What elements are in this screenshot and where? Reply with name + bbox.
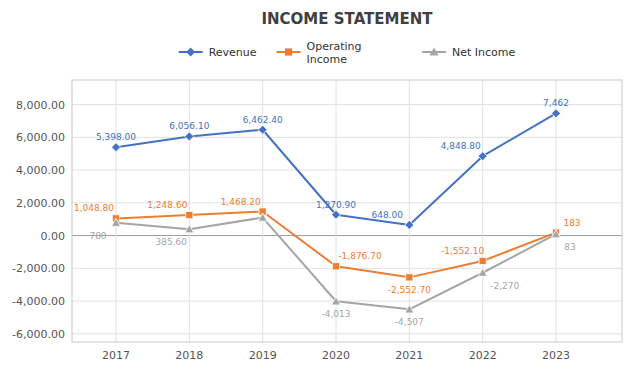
marker xyxy=(552,109,561,118)
grid-line xyxy=(72,104,622,105)
legend-item: Net Income xyxy=(422,46,516,59)
marker xyxy=(258,125,267,134)
grid-line xyxy=(72,301,622,302)
grid-line xyxy=(409,80,410,342)
marker xyxy=(258,213,267,221)
title: INCOME STATEMENT xyxy=(261,10,433,28)
chart: INCOME STATEMENT -6,000.00 -4,000.00 -2,000… xyxy=(0,0,640,376)
x-tick-label: 2021 xyxy=(395,349,423,362)
data-label: 4,848.80 xyxy=(441,141,481,151)
marker xyxy=(478,268,487,276)
data-label: 385.60 xyxy=(156,237,188,247)
data-label: 7,462 xyxy=(543,98,569,108)
data-label: 1,270.90 xyxy=(316,200,356,210)
data-labels: 5,398.00 6,056.10 6,462.40 1,270.90 648.00 4,… xyxy=(74,98,581,327)
grid-line xyxy=(116,80,117,342)
legend-marker xyxy=(430,48,439,56)
data-label: -2,270 xyxy=(490,281,519,291)
y-tick-label: 4,000.00 xyxy=(16,164,65,177)
data-label: 6,462.40 xyxy=(243,115,283,125)
legend-marker xyxy=(186,48,195,57)
plot-area xyxy=(112,109,561,313)
data-label: -1,552.10 xyxy=(441,246,485,256)
data-label: -2,552.70 xyxy=(388,285,432,295)
x-tick-label: 2022 xyxy=(469,349,497,362)
marker xyxy=(405,305,414,313)
legend-label: Revenue xyxy=(209,46,257,59)
background xyxy=(0,0,640,376)
y-tick-label: 0.00 xyxy=(41,230,66,243)
y-tick-label: 8,000.00 xyxy=(16,99,65,112)
x-tick-label: 2018 xyxy=(175,349,203,362)
zero-line xyxy=(72,235,622,236)
data-label: 1,048.80 xyxy=(74,203,114,213)
data-label: -4,013 xyxy=(321,309,350,319)
marker xyxy=(405,220,414,229)
series-line xyxy=(116,113,556,225)
grid xyxy=(72,80,622,342)
grid-line xyxy=(72,333,622,334)
series xyxy=(112,109,561,230)
legend: Revenue OperatingIncome Net Income xyxy=(179,40,516,66)
marker xyxy=(185,132,194,141)
data-label: 83 xyxy=(564,242,575,252)
grid-line xyxy=(482,80,483,342)
data-label: 183 xyxy=(563,218,580,228)
marker xyxy=(332,263,339,270)
marker xyxy=(112,218,121,226)
series-line xyxy=(116,212,556,278)
marker xyxy=(478,152,487,161)
data-label: 1,468.20 xyxy=(221,197,261,207)
x-tick-label: 2020 xyxy=(322,349,350,362)
y-tick-label: -2,000.00 xyxy=(12,262,65,275)
y-tick-label: -4,000.00 xyxy=(12,295,65,308)
series-line xyxy=(116,218,556,310)
data-label: 648.00 xyxy=(372,210,404,220)
data-label: -1,876.70 xyxy=(338,251,382,261)
x-tick-label: 2019 xyxy=(249,349,277,362)
legend-label: OperatingIncome xyxy=(307,40,362,66)
legend-item: OperatingIncome xyxy=(277,40,362,66)
marker xyxy=(406,274,413,281)
grid-line xyxy=(189,80,190,342)
marker xyxy=(332,297,341,305)
axes: -6,000.00 -4,000.00 -2,000.00 0.00 2,000.00 4… xyxy=(12,80,622,362)
marker xyxy=(332,210,341,219)
data-label: 5,398.00 xyxy=(96,132,136,142)
legend-label-line: Operating xyxy=(307,40,362,53)
data-label: 6,056.10 xyxy=(169,121,209,131)
legend-label-line: Net Income xyxy=(452,46,516,59)
marker xyxy=(185,225,194,233)
x-tick-label: 2023 xyxy=(542,349,570,362)
marker xyxy=(552,230,561,238)
marker xyxy=(112,143,121,152)
grid-line xyxy=(72,137,622,138)
data-label: -4,507 xyxy=(395,317,424,327)
grid-line xyxy=(72,170,622,171)
data-label: 1,248.60 xyxy=(147,200,187,210)
data-label: 780 xyxy=(89,231,106,241)
y-tick-label: -6,000.00 xyxy=(12,328,65,341)
grid-line xyxy=(556,80,557,342)
series xyxy=(112,208,559,281)
plot-frame xyxy=(72,80,622,342)
x-tick-label: 2017 xyxy=(102,349,130,362)
series xyxy=(112,213,561,313)
legend-marker xyxy=(285,48,292,55)
legend-label: Net Income xyxy=(452,46,516,59)
y-tick-label: 6,000.00 xyxy=(16,131,65,144)
legend-item: Revenue xyxy=(179,46,257,59)
legend-label-line: Income xyxy=(307,53,348,66)
marker xyxy=(186,212,193,219)
legend-label-line: Revenue xyxy=(209,46,257,59)
marker xyxy=(479,257,486,264)
y-tick-label: 2,000.00 xyxy=(16,197,65,210)
